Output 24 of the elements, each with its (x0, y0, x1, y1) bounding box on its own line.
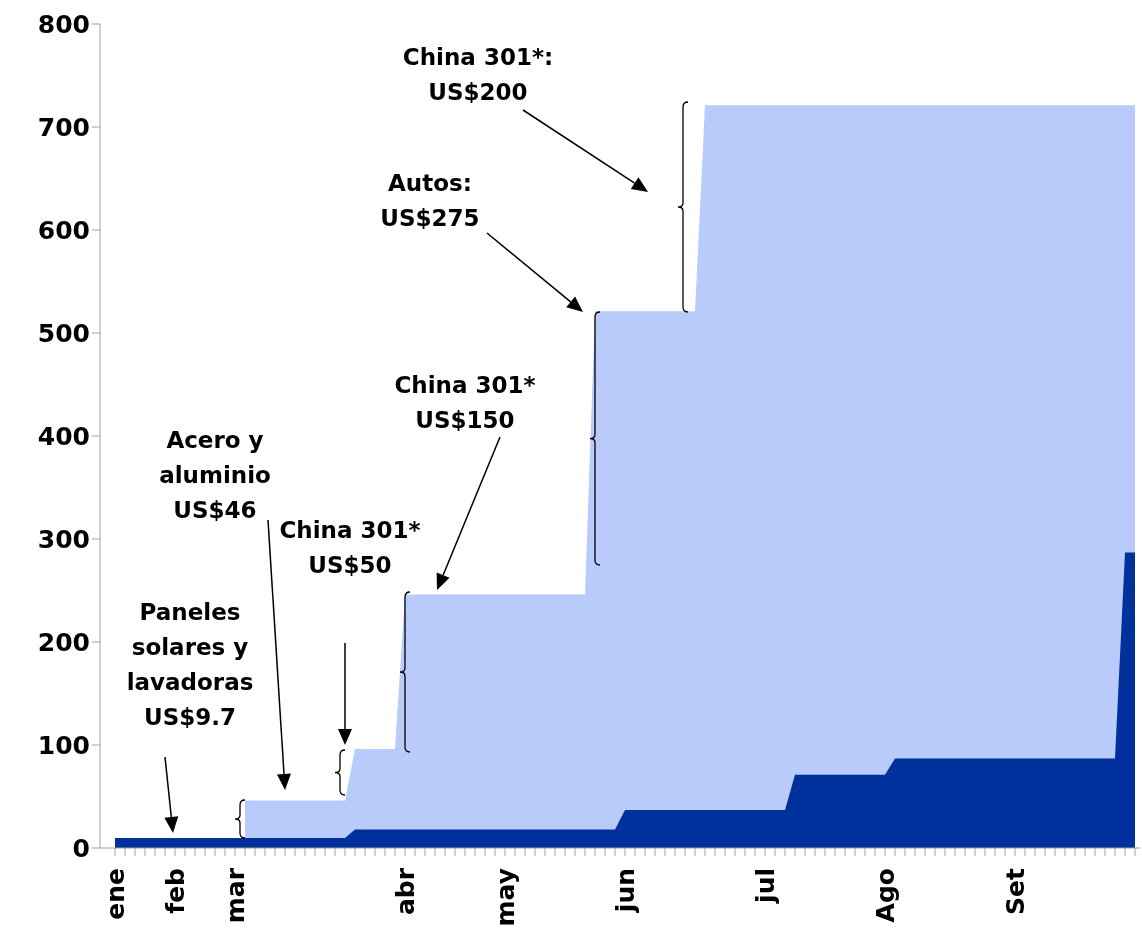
x-tick-label: jul (750, 868, 780, 904)
x-tick-label: ene (100, 868, 130, 920)
y-tick-label: 400 (37, 421, 90, 451)
annotation: Paneles solares y lavadoras US$9.7 (126, 599, 254, 730)
y-tick-label: 500 (37, 318, 90, 348)
x-tick-label: jun (610, 868, 640, 914)
y-tick-label: 0 (72, 833, 90, 863)
y-tick-label: 300 (37, 524, 90, 554)
x-tick-label: feb (160, 868, 190, 914)
x-tick-label: may (490, 868, 520, 927)
x-tick-label: abr (390, 867, 420, 916)
y-tick-label: 700 (37, 112, 90, 142)
annotation: China 301*: US$200 (402, 44, 554, 105)
annotation: China 301* US$50 (279, 517, 421, 578)
x-tick-label: mar (220, 867, 250, 924)
y-tick-label: 100 (37, 730, 90, 760)
annotation: China 301* US$150 (394, 372, 536, 433)
y-tick-label: 800 (37, 9, 90, 39)
y-tick-label: 600 (37, 215, 90, 245)
y-tick-label: 200 (37, 627, 90, 657)
x-tick-label: Set (1000, 867, 1030, 915)
annotation: Acero y aluminio US$46 (159, 427, 271, 523)
annotation: Autos: US$275 (380, 170, 480, 231)
x-tick-label: Ago (870, 868, 900, 923)
